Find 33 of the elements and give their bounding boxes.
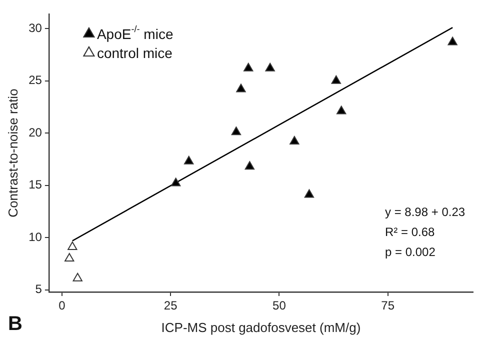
x-tick-label: 0 (58, 298, 66, 313)
point (331, 75, 341, 84)
point (184, 156, 194, 164)
point (72, 272, 82, 282)
point (336, 106, 346, 114)
y-tick-label: 20 (28, 125, 42, 140)
point (64, 253, 74, 262)
y-tick-label: 5 (35, 282, 42, 296)
x-tick-label: 25 (164, 298, 178, 313)
point (290, 136, 300, 145)
x-axis-title: ICP-MS post gadofosveset (mM/g) (161, 320, 361, 335)
point (265, 62, 275, 72)
point (236, 84, 246, 92)
x-tick-label: 75 (381, 298, 395, 313)
annotation: R² = 0.68 (385, 225, 436, 239)
y-tick-label: 25 (28, 73, 42, 88)
text: B (8, 313, 22, 335)
point (304, 189, 314, 198)
point (170, 178, 181, 186)
point (244, 161, 255, 170)
point (68, 242, 78, 250)
legend-label: ApoE-/- mice (96, 24, 174, 42)
legend-label: control mice (96, 44, 173, 61)
annotation: p = 0.002 (385, 245, 436, 259)
y-tick-label: 30 (28, 20, 42, 35)
y-tick-label: 10 (28, 230, 42, 244)
point (448, 36, 458, 46)
point (244, 62, 254, 72)
y-tick-label: 15 (28, 178, 42, 192)
y-axis-title: Contrast-to-noise ratio (5, 88, 20, 218)
annotation: y = 8.98 + 0.23 (385, 205, 466, 219)
point (231, 126, 242, 136)
x-tick-label: 50 (272, 298, 286, 313)
